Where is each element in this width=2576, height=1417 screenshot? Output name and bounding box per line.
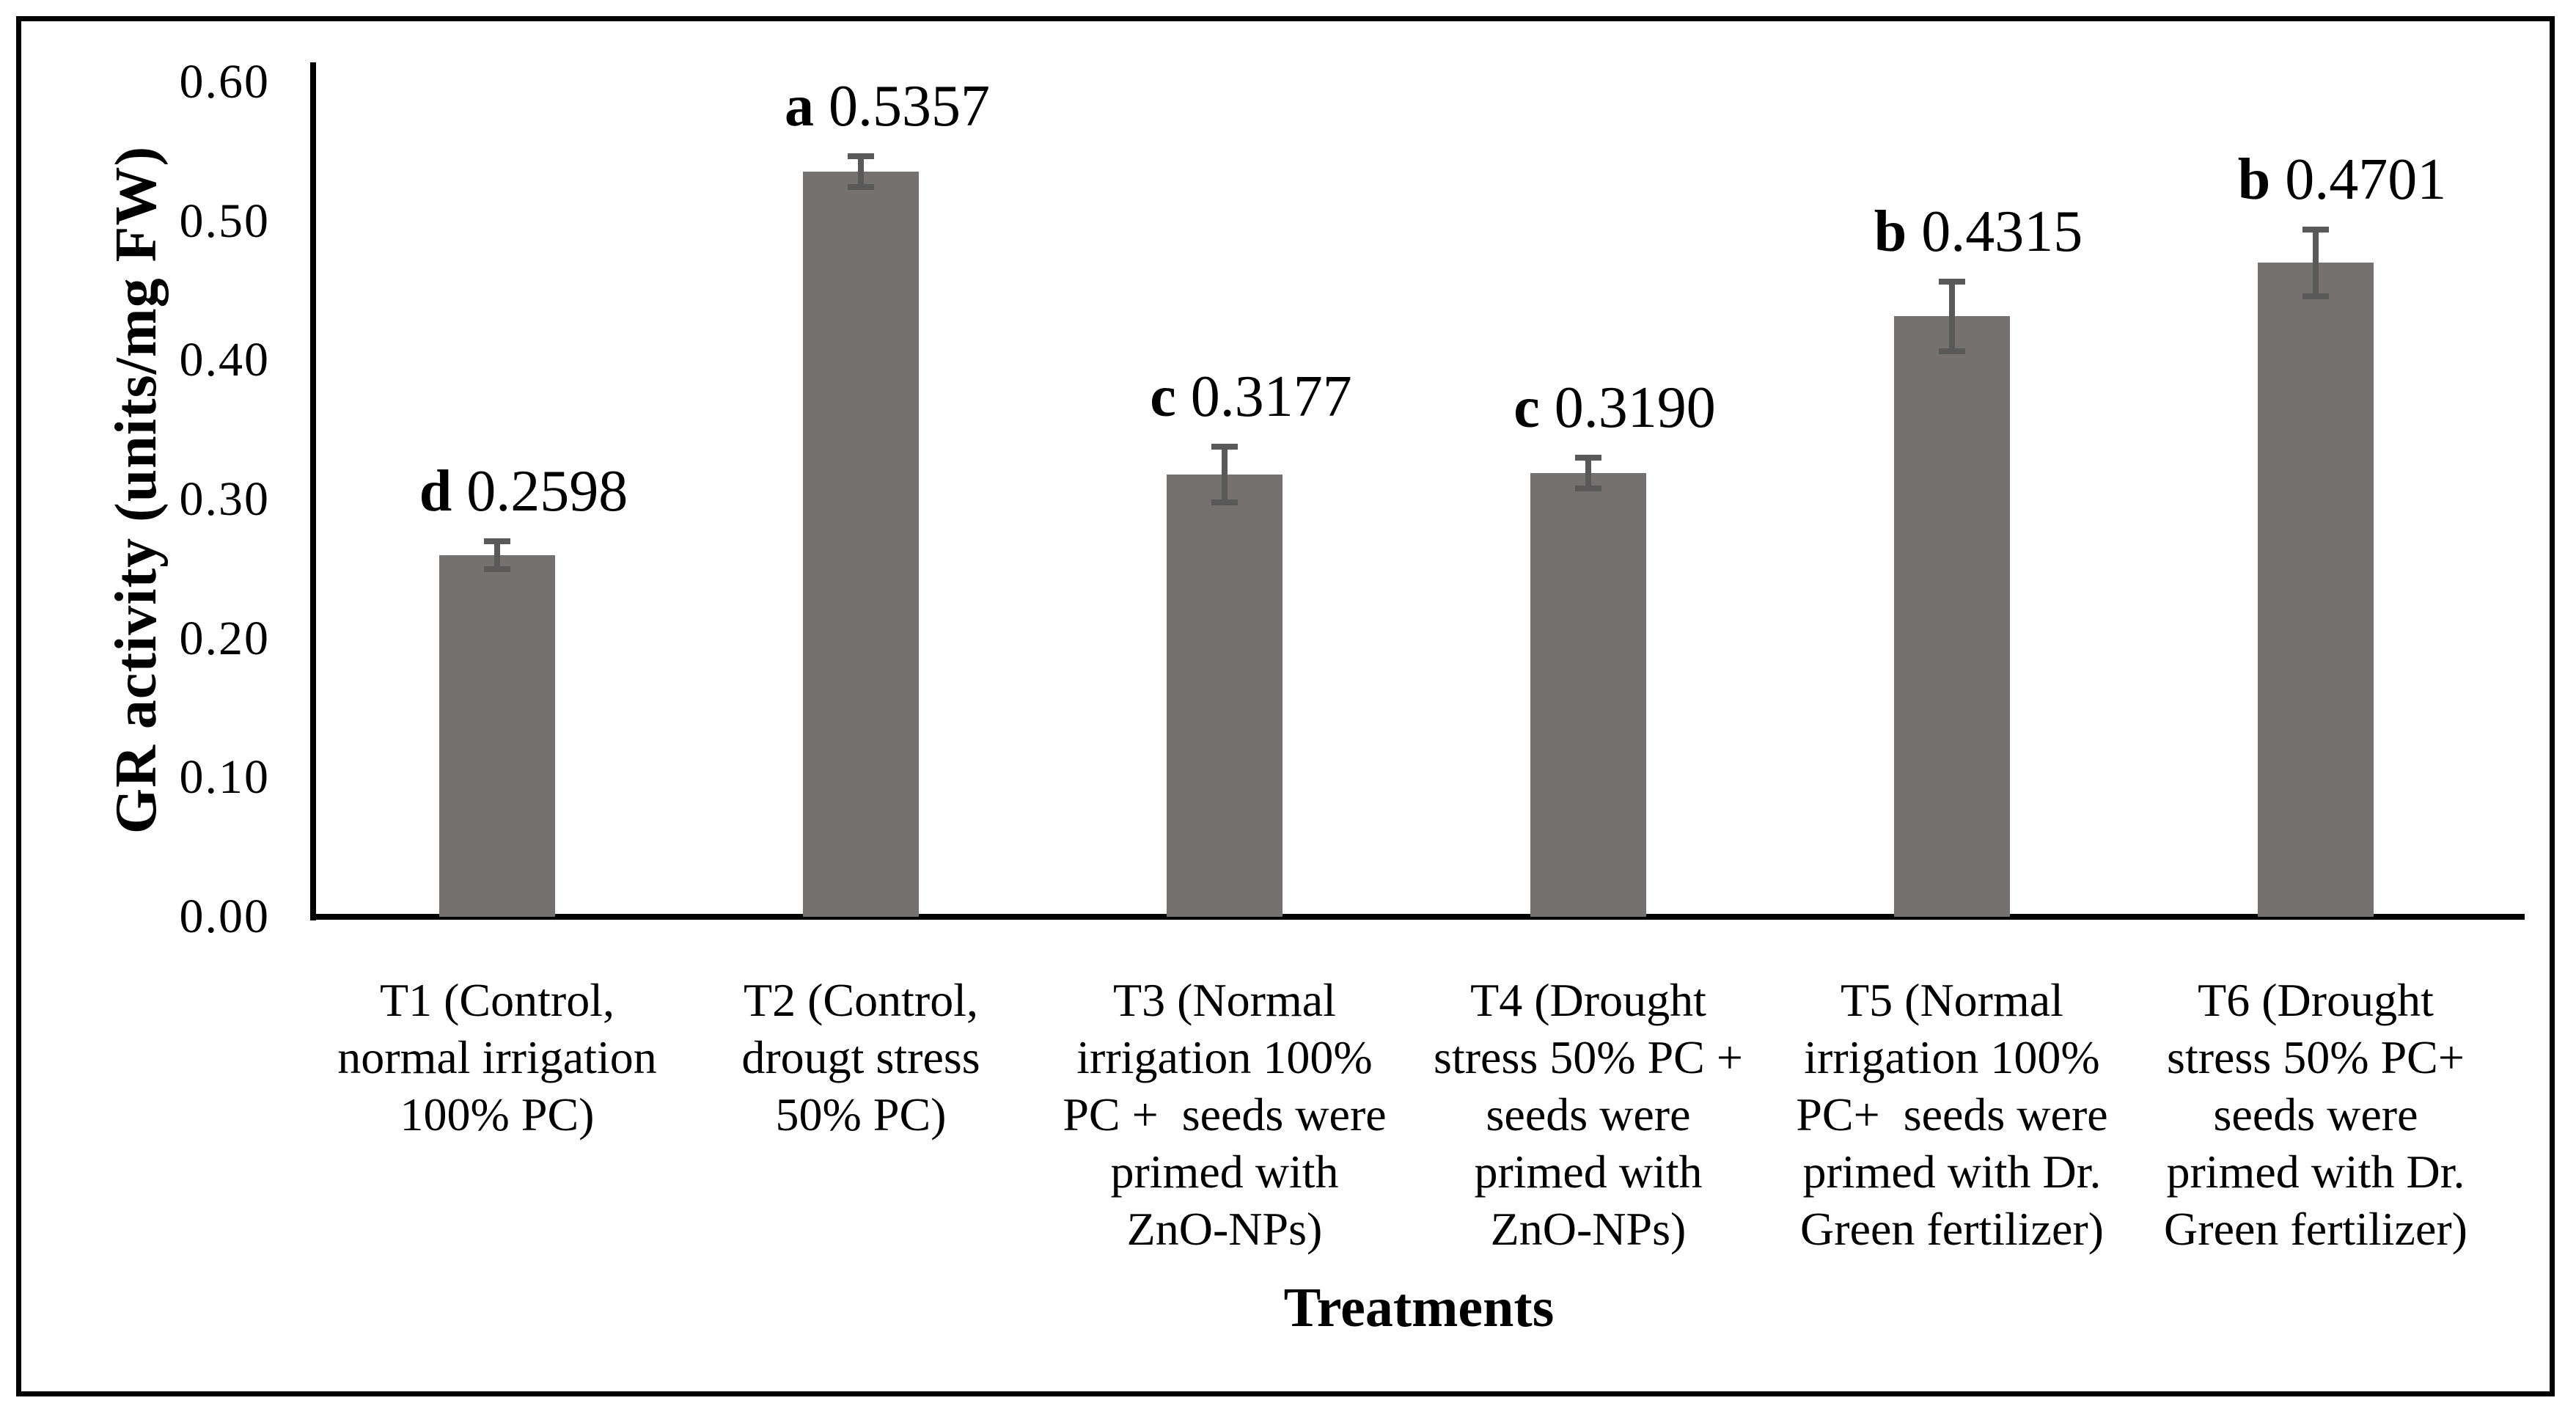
- significance-letter: d: [419, 459, 452, 524]
- bar-value-label-5: b 0.4315: [1874, 199, 2083, 265]
- bar-value-label-2: a 0.5357: [785, 73, 990, 139]
- x-axis-title: Treatments: [1283, 1277, 1555, 1339]
- error-bar-top-cap-5: [1939, 279, 1965, 285]
- error-bar-bottom-cap-4: [1575, 485, 1601, 491]
- bar-1: [439, 555, 555, 917]
- y-tick-0.50: 0.50: [179, 194, 270, 248]
- error-bar-line-4: [1585, 457, 1591, 488]
- bar-value-label-1: d 0.2598: [419, 459, 628, 524]
- error-bar-top-cap-4: [1575, 454, 1601, 461]
- bar-value-label-3: c 0.3177: [1150, 365, 1352, 430]
- bar-value-label-4: c 0.3190: [1513, 375, 1716, 440]
- error-bar-bottom-cap-1: [484, 566, 510, 573]
- error-bar-top-cap-1: [484, 538, 510, 545]
- bar-value-label-6: b 0.4701: [2237, 147, 2447, 212]
- error-bar-bottom-cap-3: [1211, 499, 1238, 506]
- significance-letter: c: [1150, 365, 1176, 430]
- error-bar-line-2: [858, 155, 864, 187]
- category-label-2: T2 (Control, drougt stress 50% PC): [741, 974, 980, 1140]
- error-bar-line-5: [1949, 282, 1955, 351]
- category-label-5: T5 (Normal irrigation 100% PC+ seeds wer…: [1796, 974, 2108, 1255]
- error-bar-bottom-cap-5: [1939, 348, 1965, 354]
- x-axis-line: [310, 914, 2525, 920]
- bar-5: [1894, 316, 2010, 917]
- error-bar-top-cap-3: [1211, 444, 1238, 450]
- error-bar-top-cap-2: [848, 153, 874, 159]
- significance-letter: c: [1513, 375, 1540, 440]
- bar-3: [1167, 475, 1283, 917]
- figure-border: [16, 16, 2555, 1396]
- error-bar-bottom-cap-2: [848, 183, 874, 190]
- significance-letter: b: [1874, 199, 1907, 265]
- y-tick-0.40: 0.40: [179, 333, 270, 387]
- y-axis-line: [310, 62, 316, 920]
- significance-letter: b: [2237, 147, 2271, 212]
- y-tick-0.20: 0.20: [179, 611, 270, 665]
- error-bar-line-6: [2313, 229, 2319, 296]
- error-bar-line-3: [1222, 447, 1228, 503]
- category-label-4: T4 (Drought stress 50% PC + seeds were p…: [1434, 974, 1743, 1255]
- error-bar-top-cap-6: [2302, 226, 2329, 232]
- category-label-3: T3 (Normal irrigation 100% PC + seeds we…: [1063, 974, 1387, 1255]
- bar-6: [2258, 263, 2374, 917]
- significance-letter: a: [785, 73, 814, 139]
- bar-2: [803, 171, 919, 917]
- error-bar-line-1: [494, 541, 500, 570]
- y-tick-0.30: 0.30: [179, 472, 270, 526]
- y-tick-0.60: 0.60: [179, 54, 270, 109]
- category-label-6: T6 (Drought stress 50% PC+ seeds were pr…: [2164, 974, 2467, 1255]
- y-tick-0.10: 0.10: [179, 750, 270, 805]
- y-tick-0.00: 0.00: [179, 890, 270, 943]
- error-bar-bottom-cap-6: [2302, 293, 2329, 299]
- bar-4: [1530, 472, 1646, 917]
- category-label-1: T1 (Control, normal irrigation 100% PC): [337, 974, 657, 1140]
